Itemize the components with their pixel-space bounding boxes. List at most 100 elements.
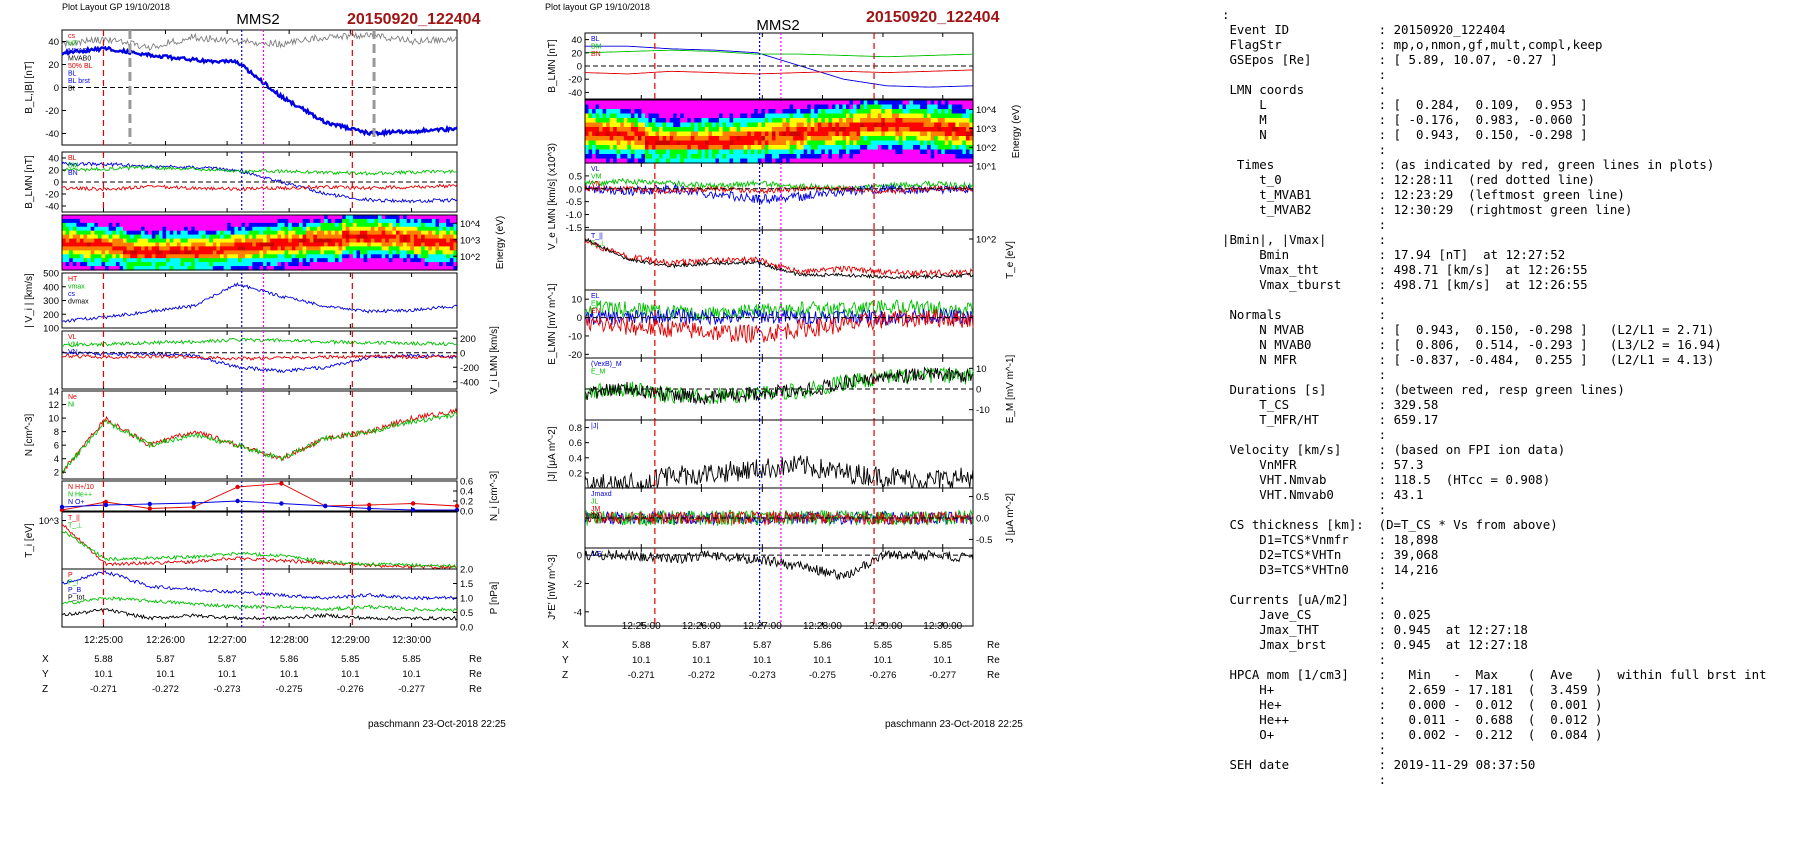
spectrogram-cell (385, 250, 390, 255)
spectrogram-cell (839, 131, 844, 137)
spectrogram-cell (80, 215, 85, 220)
spectrogram-cell (645, 118, 650, 124)
spectrogram-cell (736, 136, 741, 142)
spectrogram-cell (673, 136, 678, 142)
spectrogram-cell (736, 100, 741, 106)
legend-entry: JL (591, 499, 599, 506)
spectrogram-cell (234, 262, 239, 267)
legend-entry: JN (591, 514, 600, 521)
spectrogram-cell (184, 215, 189, 220)
spectrogram-cell (768, 154, 773, 160)
spectrogram-cell (284, 226, 289, 232)
spectrogram-cell (166, 242, 171, 247)
spectrogram-cell (431, 226, 437, 232)
spectrogram-cell (955, 145, 960, 151)
spectrogram-cell (687, 118, 692, 124)
spectrogram-cell (144, 242, 149, 247)
spectrogram-cell (101, 230, 106, 236)
spectrogram-cell (148, 254, 153, 259)
spectrogram-cell (396, 246, 401, 251)
spectrogram-cell (449, 222, 454, 228)
spectrogram-cell (173, 254, 178, 259)
spectrogram-cell (920, 127, 925, 133)
spectrogram-cell (606, 131, 611, 137)
series-line-Ni (61, 412, 458, 475)
spectrogram-cell (595, 158, 600, 164)
spectrogram-cell (72, 258, 77, 263)
spectrogram-cell (948, 122, 953, 128)
spectrogram-cell (842, 127, 847, 133)
spectrogram-cell (874, 127, 879, 133)
spectrogram-cell (701, 154, 706, 160)
spectrogram-cell (909, 118, 914, 124)
spectrogram-cell (148, 246, 153, 251)
spectrogram-cell (446, 226, 451, 232)
spectrogram-cell (334, 238, 340, 244)
spectrogram-cell (588, 118, 593, 124)
spectrogram-cell (965, 118, 970, 124)
spectrogram-cell (659, 140, 664, 146)
y-tick-label: 0.2 (460, 497, 473, 508)
spectrogram-cell (965, 100, 970, 106)
spectrogram-cell (442, 254, 447, 259)
spectrogram-cell (877, 113, 882, 119)
spectrogram-cell (223, 226, 228, 232)
spectrogram-cell (396, 262, 401, 267)
spectrogram-cell (90, 246, 95, 251)
spectrogram-cell (750, 113, 755, 119)
spectrogram-cell (141, 246, 146, 251)
spectrogram-cell (281, 254, 286, 259)
spectrogram-cell (198, 218, 203, 224)
orbit-unit: Re (469, 654, 482, 665)
spectrogram-cell (613, 158, 618, 164)
spectrogram-cell (176, 215, 182, 220)
spectrogram-cell (743, 100, 748, 106)
spectrogram-cell (212, 258, 217, 263)
spectrogram-cell (259, 258, 264, 263)
spectrogram-cell (396, 258, 401, 263)
spectrogram-cell (860, 109, 865, 115)
spectrogram-cell (108, 262, 113, 267)
spectrogram-cell (105, 238, 110, 244)
spectrogram-cell (83, 266, 88, 271)
spectrogram-cell (72, 234, 77, 240)
spectrogram-cell (130, 226, 135, 232)
spectrogram-cell (934, 154, 939, 160)
spectrogram-cell (241, 238, 246, 244)
spectrogram-cell (916, 140, 921, 146)
spectrogram-cell (137, 215, 142, 220)
spectrogram-cell (209, 226, 214, 232)
spectrogram-cell (191, 246, 196, 251)
spectrogram-cell (212, 215, 217, 220)
spectrogram-cell (831, 154, 836, 160)
spectrogram-cell (789, 100, 794, 106)
spectrogram-cell (230, 250, 235, 255)
spectrogram-cell (159, 230, 164, 236)
spectrogram-cell (76, 246, 81, 251)
spectrogram-cell (800, 113, 805, 119)
spectrogram-cell (729, 127, 734, 133)
spectrogram-cell (263, 266, 268, 271)
spectrogram-cell (906, 100, 911, 106)
spectrogram-cell (101, 254, 106, 259)
orbit-value: 10.1 (94, 669, 113, 680)
series-line (584, 455, 974, 490)
spectrogram-cell (800, 127, 805, 133)
spectrogram-cell (446, 258, 451, 263)
spectrogram-cell (655, 136, 660, 142)
spectrogram-cell (288, 234, 293, 240)
data-point (235, 498, 240, 504)
spectrogram-cell (585, 136, 590, 142)
spectrogram-cell (969, 109, 974, 115)
panel-frame (584, 162, 974, 231)
spacecraft-title: MMS2 (236, 11, 279, 28)
spectrogram-cell (870, 109, 875, 115)
info-row: : (1222, 577, 1387, 592)
spectrogram-cell (789, 113, 794, 119)
spectrogram-cell (645, 113, 650, 119)
spectrogram-cell (775, 140, 780, 146)
spectrogram-cell (750, 145, 755, 151)
spectrogram-cell (331, 238, 336, 244)
spectrogram-cell (220, 266, 225, 271)
spectrogram-cell (810, 136, 815, 142)
